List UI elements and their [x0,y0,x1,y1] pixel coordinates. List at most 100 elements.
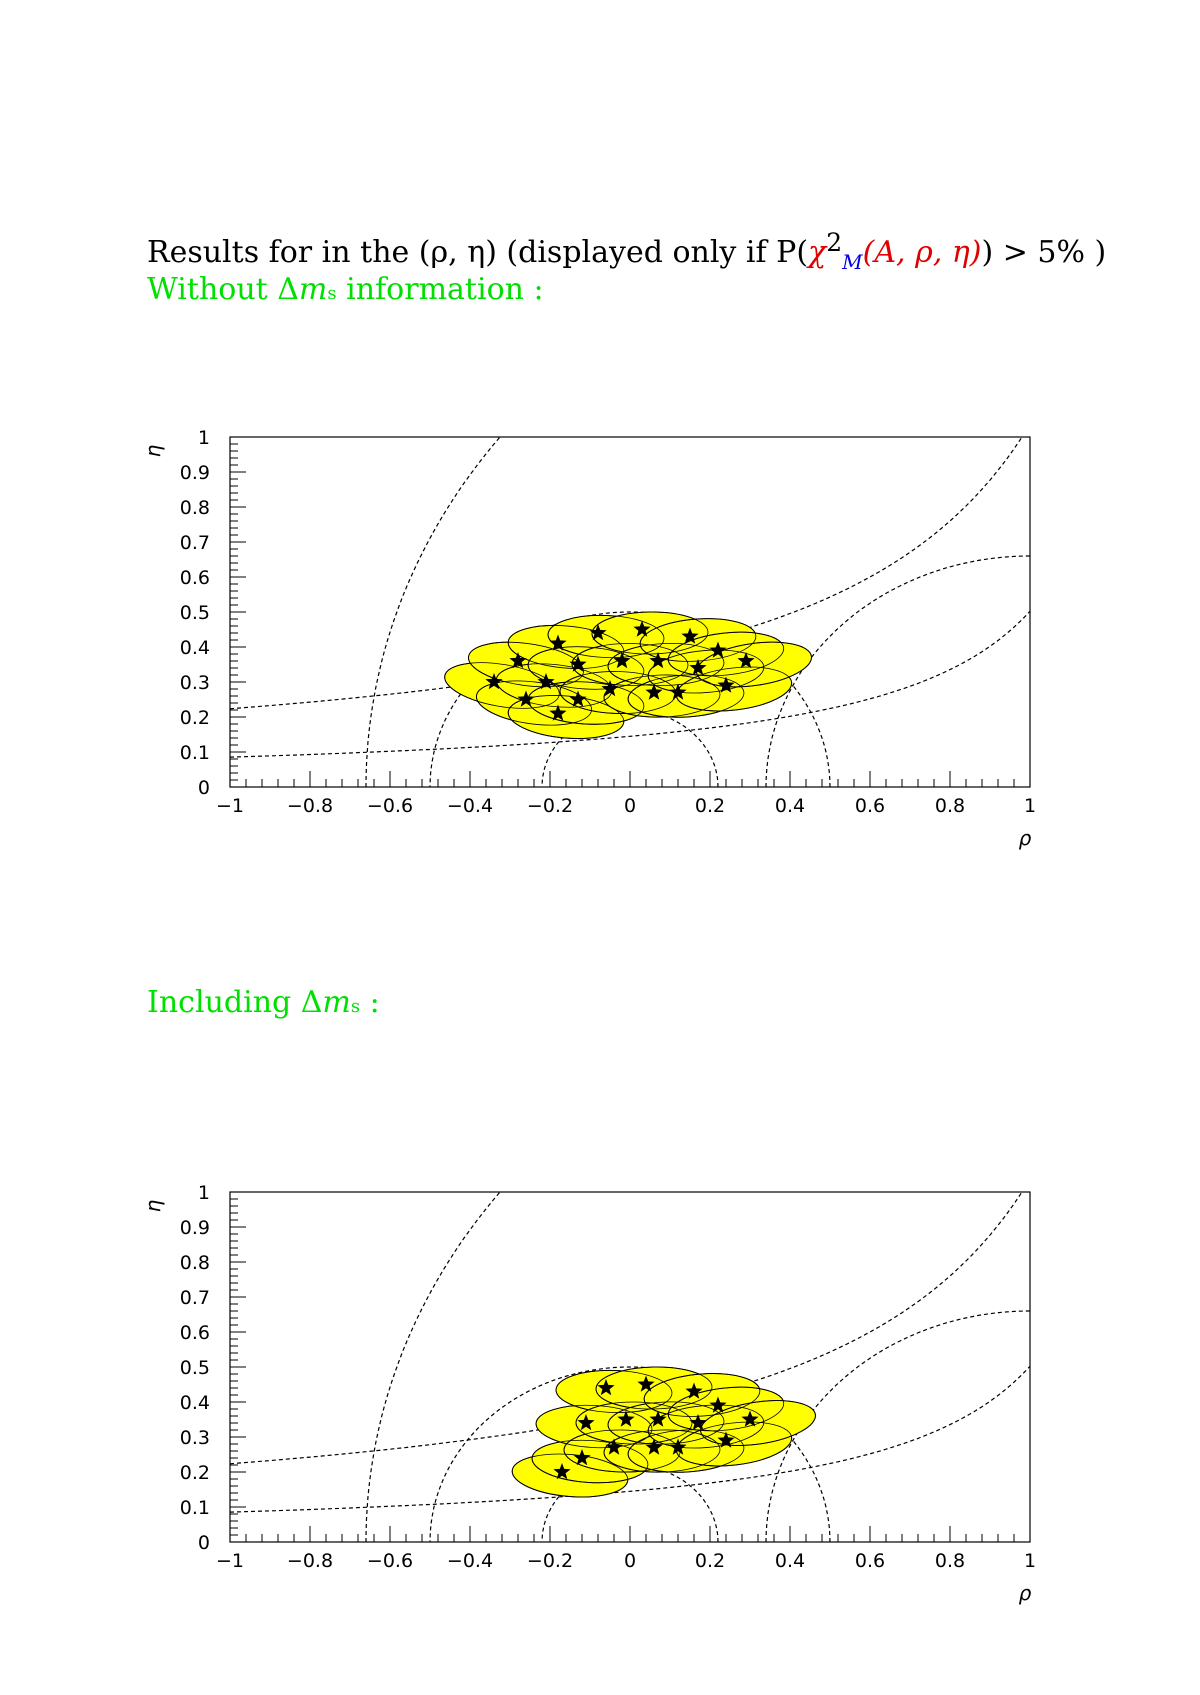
star-marker [485,673,503,690]
x-tick-label: 0.2 [695,1550,725,1572]
star-marker [605,1438,623,1455]
x-axis-label: ρ [1019,826,1032,850]
x-tick-label: −0.2 [527,795,573,817]
star-marker [569,655,587,672]
star-marker [517,690,535,707]
allowed-region-outline [468,641,584,688]
x-tick-label: 0.8 [935,1550,965,1572]
star-marker [569,690,587,707]
allowed-region-outline [555,1370,673,1413]
star-marker [709,641,727,658]
allowed-region-outline [607,643,725,686]
allowed-region-outline [571,643,689,686]
allowed-region-outline [511,1453,629,1498]
x-tick-label: −0.6 [367,1550,413,1572]
allowed-region-outline [603,674,721,718]
allowed-region-outline [595,1366,713,1410]
allowed-region-outline [547,614,665,659]
star-marker [709,1396,727,1413]
y-tick-label: 0.3 [180,1427,210,1449]
x-tick-label: 1 [1024,795,1036,817]
star-marker [649,1410,667,1427]
y-tick-label: 0.1 [180,742,210,764]
y-axis-label: η [141,444,165,457]
plot-area [230,437,1030,787]
allowed-region-outline [444,662,560,709]
section-label-m: m [298,272,328,307]
x-tick-label: −0.2 [527,1550,573,1572]
x-tick-label: 0.8 [935,795,965,817]
title-chi: χ [808,235,827,270]
star-marker [589,624,607,641]
epsk-curve-upper [230,1192,1023,1465]
star-marker [613,652,631,669]
x-tick-label: −1 [216,795,244,817]
y-tick-label: 0.4 [180,637,210,659]
allowed-region-outline [627,674,745,718]
y-tick-label: 0.6 [180,567,210,589]
section-label-pre: Without Δ [147,272,299,307]
page-title: Results for in the (ρ, η) (displayed onl… [147,228,1106,274]
x-tick-label: 0 [624,795,636,817]
x-tick-label: 0.4 [775,795,805,817]
section-label-sub: s [350,996,361,1017]
y-tick-label: 0.1 [180,1497,210,1519]
y-tick-label: 0.7 [180,1287,210,1309]
y-tick-label: 0.2 [180,707,210,729]
epsk-curve-upper [230,437,1023,710]
y-tick-label: 0.2 [180,1462,210,1484]
x-tick-label: −0.4 [447,795,493,817]
star-marker [717,1431,735,1448]
section-label-including: Including Δms : [147,985,380,1020]
y-tick-label: 0.8 [180,1252,210,1274]
star-marker [669,1438,687,1455]
star-marker [601,680,619,697]
x-tick-label: −0.8 [287,795,333,817]
star-marker [549,634,567,651]
y-tick-label: 0.3 [180,672,210,694]
star-marker [573,1449,591,1466]
allowed-region-outline [627,1429,745,1473]
x-axis-label: ρ [1019,1581,1032,1605]
star-marker [737,652,755,669]
allowed-region-outline [535,1404,653,1449]
star-marker [537,673,555,690]
y-tick-label: 0.7 [180,532,210,554]
allowed-region-outline [507,695,625,739]
x-tick-label: 1 [1024,1550,1036,1572]
allowed-region-outline [531,1439,649,1484]
star-marker [689,1414,707,1431]
star-marker [741,1410,759,1427]
x-tick-label: 0.6 [855,795,885,817]
allowed-region-outline [591,611,709,655]
title-prefix: Results for in the (ρ, η) (displayed onl… [147,235,809,270]
x-tick-label: 0.4 [775,1550,805,1572]
star-marker [645,683,663,700]
y-tick-label: 0.8 [180,497,210,519]
allowed-region-outline [639,618,757,662]
star-marker [689,659,707,676]
x-tick-label: −0.6 [367,795,413,817]
star-marker [681,627,699,644]
star-marker [637,1375,655,1392]
section-label-post: information : [336,272,544,307]
y-axis-label: η [141,1199,165,1212]
star-marker [509,652,527,669]
star-marker [549,704,567,721]
y-tick-label: 0.5 [180,1357,210,1379]
star-marker [597,1379,615,1396]
allowed-region-outline [643,1373,761,1417]
star-marker [685,1382,703,1399]
vub-circle-1 [429,611,831,787]
y-tick-label: 0.6 [180,1322,210,1344]
y-tick-label: 0 [198,1532,210,1554]
allowed-region-outline [607,1401,725,1445]
y-tick-label: 0.5 [180,602,210,624]
y-tick-label: 0 [198,777,210,799]
allowed-region-outline [700,1400,816,1446]
section-label-without: Without Δms information : [147,272,544,307]
star-marker [669,683,687,700]
star-marker [577,1414,595,1431]
dmd-circle-0 [765,555,1030,787]
y-tick-label: 0.4 [180,1392,210,1414]
